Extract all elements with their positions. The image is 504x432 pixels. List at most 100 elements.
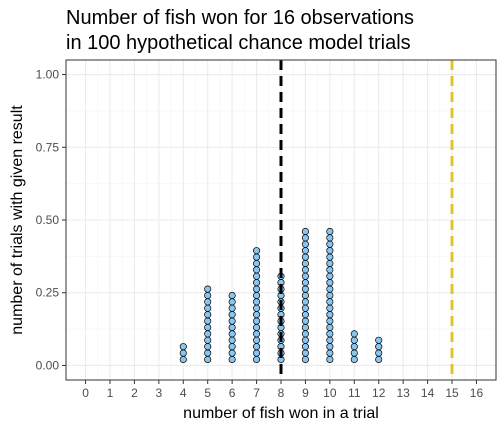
data-dot [326, 259, 334, 268]
data-dot [301, 247, 309, 255]
x-axis-label: number of fish won in a trial [183, 405, 379, 422]
data-dot [326, 355, 334, 364]
data-dot [228, 349, 236, 357]
data-dot [375, 355, 383, 364]
data-dot [253, 266, 261, 274]
x-tick-label: 16 [470, 386, 484, 400]
data-dot [375, 349, 383, 357]
data-dot [326, 253, 334, 261]
x-tick-label: 11 [348, 386, 361, 400]
y-axis-ticks: 0.00 0.25 0.50 0.75 1.00 [36, 68, 66, 372]
x-tick-label: 1 [107, 386, 114, 400]
data-dot [326, 323, 334, 332]
data-dot [326, 266, 334, 274]
data-dot [253, 285, 261, 293]
data-dot [350, 336, 358, 344]
data-dot [301, 298, 309, 306]
data-dot [204, 311, 212, 319]
data-dot [301, 279, 309, 287]
data-dot [301, 349, 309, 357]
y-tick-label: 0.50 [36, 213, 60, 227]
x-tick-label: 13 [396, 386, 410, 400]
data-dot [326, 298, 334, 306]
x-tick-label: 4 [180, 386, 187, 400]
x-tick-label: 12 [372, 386, 386, 400]
data-dot [301, 317, 309, 325]
data-dot [301, 266, 309, 274]
x-tick-label: 5 [204, 386, 211, 400]
data-dot [375, 336, 383, 344]
data-dot [179, 343, 187, 351]
data-dot [204, 285, 212, 293]
chart-title-line-2: in 100 hypothetical chance model trials [66, 32, 411, 54]
data-dot [301, 291, 309, 300]
y-tick-label: 0.75 [36, 140, 60, 154]
data-dot [326, 291, 334, 300]
x-axis-ticks: 0 1 2 3 4 5 6 7 8 9 10 11 12 13 14 15 16 [82, 380, 483, 400]
data-dot [228, 330, 236, 338]
data-dot [228, 343, 236, 351]
x-tick-label: 7 [253, 386, 260, 400]
data-dot [228, 323, 236, 332]
data-dot [301, 234, 309, 242]
x-tick-label: 6 [229, 386, 236, 400]
x-tick-label: 2 [131, 386, 138, 400]
data-dot [253, 355, 261, 364]
data-dot [253, 247, 261, 255]
data-dot [301, 227, 309, 236]
data-dot [253, 279, 261, 287]
data-dot [253, 311, 261, 319]
data-dot [326, 336, 334, 344]
data-dot [301, 336, 309, 344]
y-tick-label: 0.25 [36, 286, 60, 300]
data-dot [204, 355, 212, 364]
data-dot [301, 285, 309, 293]
y-axis-label: number of trials with given result [9, 105, 26, 335]
y-tick-label: 0.00 [36, 358, 60, 372]
data-dot [326, 279, 334, 287]
chart-title-line-1: Number of fish won for 16 observations [66, 7, 414, 29]
data-dot [204, 343, 212, 351]
data-dot [228, 355, 236, 364]
data-dot [301, 330, 309, 338]
data-dot [204, 304, 212, 312]
x-tick-label: 8 [278, 386, 285, 400]
data-dot [253, 330, 261, 338]
data-dot [228, 304, 236, 312]
data-dot [350, 330, 358, 338]
data-dot [253, 317, 261, 325]
x-tick-label: 15 [445, 386, 459, 400]
data-dot [253, 323, 261, 332]
data-dot [253, 291, 261, 300]
data-dot [326, 304, 334, 312]
data-dot [253, 304, 261, 312]
data-dot [253, 253, 261, 261]
data-dot [253, 272, 261, 280]
data-dot [301, 240, 309, 248]
data-dot [301, 304, 309, 312]
data-dot [326, 285, 334, 293]
x-tick-label: 14 [421, 386, 435, 400]
data-dot [253, 259, 261, 268]
data-dot [326, 227, 334, 236]
data-dot [253, 343, 261, 351]
data-dot [228, 317, 236, 325]
data-dot [204, 298, 212, 306]
data-dot [326, 234, 334, 242]
data-dot [350, 343, 358, 351]
data-dot [228, 298, 236, 306]
data-dot [326, 317, 334, 325]
x-tick-label: 3 [155, 386, 162, 400]
data-dot [204, 317, 212, 325]
data-dot [326, 272, 334, 280]
data-dots [179, 227, 383, 364]
x-tick-label: 9 [302, 386, 309, 400]
x-tick-label: 0 [82, 386, 89, 400]
data-dot [301, 272, 309, 280]
reference-lines [279, 60, 454, 380]
data-dot [301, 259, 309, 268]
data-dot [326, 330, 334, 338]
data-dot [326, 343, 334, 351]
data-dot [326, 240, 334, 248]
